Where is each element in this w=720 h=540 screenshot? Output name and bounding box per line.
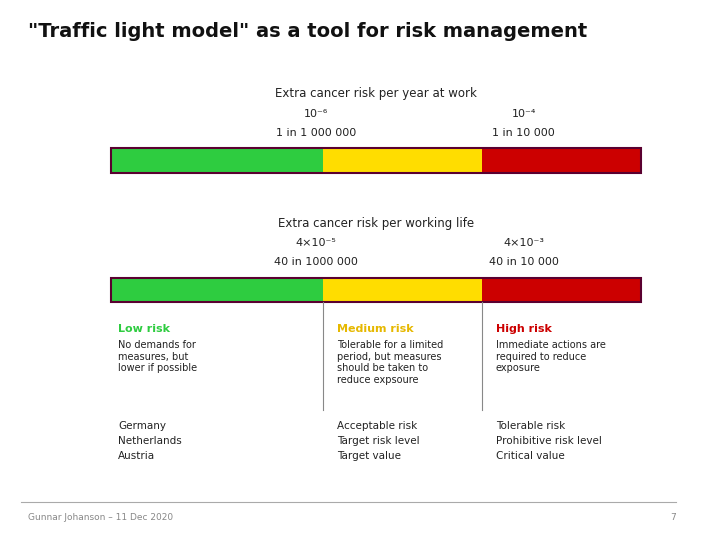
Bar xyxy=(112,148,323,173)
Text: Extra cancer risk per working life: Extra cancer risk per working life xyxy=(278,217,474,230)
Text: Tolerable risk
Prohibitive risk level
Critical value: Tolerable risk Prohibitive risk level Cr… xyxy=(496,421,602,461)
Text: 1 in 10 000: 1 in 10 000 xyxy=(492,127,555,138)
Text: 40 in 10 000: 40 in 10 000 xyxy=(489,257,559,267)
Text: 4×10⁻⁵: 4×10⁻⁵ xyxy=(296,238,336,248)
Text: Extra cancer risk per year at work: Extra cancer risk per year at work xyxy=(275,87,477,100)
Text: "Traffic light model" as a tool for risk management: "Traffic light model" as a tool for risk… xyxy=(28,22,587,40)
Bar xyxy=(112,278,323,302)
Bar xyxy=(112,148,641,173)
Bar xyxy=(323,148,482,173)
Text: Gunnar Johanson – 11 Dec 2020: Gunnar Johanson – 11 Dec 2020 xyxy=(28,513,173,522)
Bar xyxy=(323,278,482,302)
Bar xyxy=(482,278,641,302)
Text: No demands for
measures, but
lower if possible: No demands for measures, but lower if po… xyxy=(118,340,197,373)
Text: Low risk: Low risk xyxy=(118,324,171,334)
Bar xyxy=(482,148,641,173)
Text: 7: 7 xyxy=(670,513,675,522)
Text: 10⁻⁶: 10⁻⁶ xyxy=(304,109,328,119)
Text: Immediate actions are
required to reduce
exposure: Immediate actions are required to reduce… xyxy=(496,340,606,373)
Text: Medium risk: Medium risk xyxy=(337,324,414,334)
Bar xyxy=(112,278,641,302)
Text: Germany
Netherlands
Austria: Germany Netherlands Austria xyxy=(118,421,182,461)
Text: 4×10⁻³: 4×10⁻³ xyxy=(503,238,544,248)
Text: High risk: High risk xyxy=(496,324,552,334)
Text: 1 in 1 000 000: 1 in 1 000 000 xyxy=(276,127,356,138)
Text: Tolerable for a limited
period, but measures
should be taken to
reduce expsoure: Tolerable for a limited period, but meas… xyxy=(337,340,444,385)
Text: 10⁻⁴: 10⁻⁴ xyxy=(511,109,536,119)
Text: Acceptable risk
Target risk level
Target value: Acceptable risk Target risk level Target… xyxy=(337,421,420,461)
Text: 40 in 1000 000: 40 in 1000 000 xyxy=(274,257,358,267)
